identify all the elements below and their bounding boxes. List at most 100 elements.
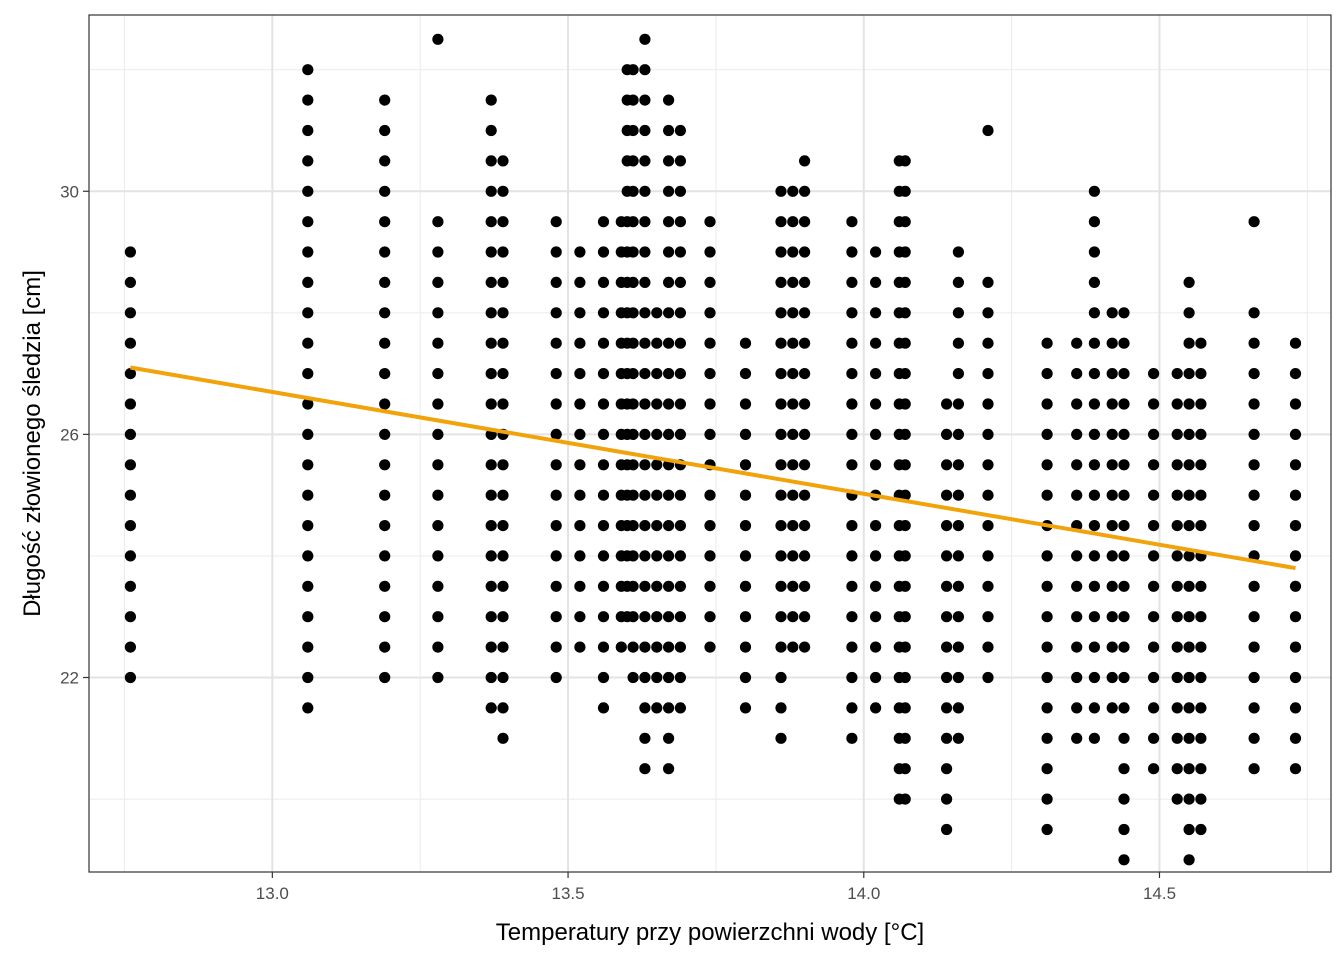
data-point xyxy=(1183,428,1195,440)
data-point xyxy=(597,489,610,501)
data-point xyxy=(1248,671,1260,684)
data-point xyxy=(639,337,651,349)
data-point xyxy=(1041,641,1053,653)
data-point xyxy=(1171,702,1183,714)
data-point xyxy=(674,276,687,288)
data-point xyxy=(663,337,675,349)
data-point xyxy=(870,459,882,471)
data-point xyxy=(302,489,314,501)
data-point xyxy=(799,550,811,562)
data-point xyxy=(846,732,858,744)
data-point xyxy=(1118,459,1130,471)
data-point xyxy=(674,550,687,562)
data-point xyxy=(1171,671,1183,684)
data-point xyxy=(302,337,314,349)
data-point xyxy=(627,94,639,106)
data-point xyxy=(302,216,314,228)
data-point xyxy=(674,307,687,319)
data-point xyxy=(1106,337,1118,349)
data-point xyxy=(550,216,562,228)
data-point xyxy=(775,398,787,410)
data-point xyxy=(379,307,391,319)
data-point xyxy=(302,428,314,440)
data-point xyxy=(982,337,994,349)
data-point xyxy=(870,398,882,410)
data-point xyxy=(799,216,811,228)
data-point xyxy=(574,337,586,349)
data-point xyxy=(775,307,787,319)
data-point xyxy=(674,398,687,410)
data-point xyxy=(1289,550,1302,562)
data-point xyxy=(432,489,444,501)
data-point xyxy=(1088,307,1100,319)
data-point xyxy=(574,641,586,653)
data-point xyxy=(899,732,911,744)
data-point xyxy=(787,337,799,349)
data-point xyxy=(1088,368,1100,380)
data-point xyxy=(704,489,716,501)
data-point xyxy=(1118,428,1130,440)
data-point xyxy=(550,459,562,471)
data-point xyxy=(485,641,497,653)
data-point xyxy=(597,459,610,471)
data-point xyxy=(952,368,965,380)
data-point xyxy=(1183,337,1195,349)
data-point xyxy=(1183,823,1195,836)
data-point xyxy=(799,337,811,349)
data-point xyxy=(651,611,663,623)
data-point xyxy=(1248,732,1260,744)
data-point xyxy=(627,398,639,410)
data-point xyxy=(846,459,858,471)
data-point xyxy=(1289,368,1302,380)
data-point xyxy=(870,550,882,562)
data-point xyxy=(1171,520,1183,532)
data-point xyxy=(1041,732,1053,744)
data-point xyxy=(1071,732,1083,744)
data-point xyxy=(302,550,314,562)
data-point xyxy=(952,428,965,440)
data-point xyxy=(1041,671,1053,684)
data-point xyxy=(982,611,994,623)
data-point xyxy=(1248,580,1260,592)
data-point xyxy=(846,520,858,532)
data-point xyxy=(1171,611,1183,623)
data-point xyxy=(485,337,497,349)
data-point xyxy=(497,580,509,592)
data-point xyxy=(1195,337,1207,349)
data-point xyxy=(550,337,562,349)
data-point xyxy=(941,550,953,562)
data-point xyxy=(899,155,911,167)
data-point xyxy=(379,550,391,562)
data-point xyxy=(1041,459,1053,471)
data-point xyxy=(1088,671,1100,684)
data-point xyxy=(597,580,610,592)
data-point xyxy=(639,33,651,45)
data-point xyxy=(1183,763,1195,775)
data-point xyxy=(799,155,811,167)
data-point xyxy=(739,580,752,592)
x-tick-label: 13.5 xyxy=(552,884,585,903)
data-point xyxy=(379,580,391,592)
data-point xyxy=(941,671,953,684)
data-point xyxy=(627,337,639,349)
data-point xyxy=(663,124,675,137)
data-point xyxy=(704,641,716,653)
data-point xyxy=(1171,489,1183,501)
data-point xyxy=(1118,580,1130,592)
data-point xyxy=(674,671,687,684)
data-point xyxy=(775,732,787,744)
data-point xyxy=(704,580,716,592)
data-point xyxy=(952,459,965,471)
data-point xyxy=(597,641,610,653)
data-point xyxy=(597,368,610,380)
data-point xyxy=(1183,520,1195,532)
data-point xyxy=(739,368,752,380)
data-point xyxy=(1071,368,1083,380)
data-point xyxy=(597,246,610,258)
data-point xyxy=(124,580,136,592)
data-point xyxy=(497,368,509,380)
y-axis: 22 26 30 xyxy=(60,182,89,688)
data-point xyxy=(1248,520,1260,532)
data-point xyxy=(1183,611,1195,623)
data-point xyxy=(775,276,787,288)
